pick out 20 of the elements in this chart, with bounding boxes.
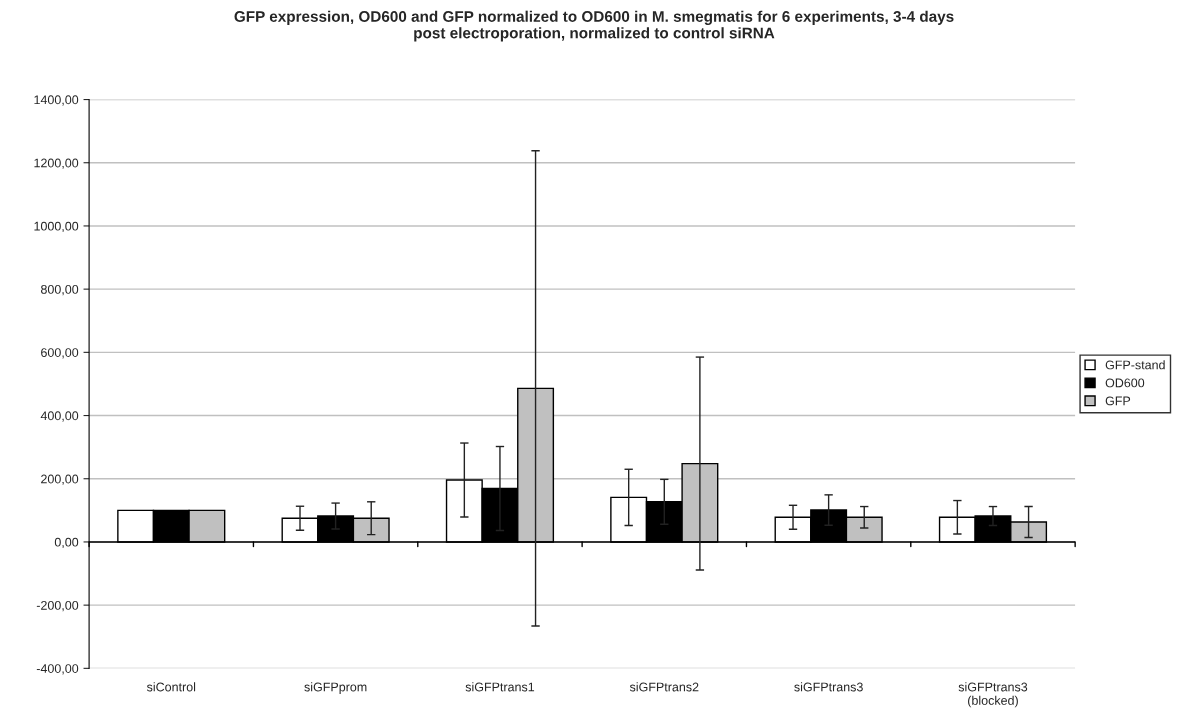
x-tick-label: siGFPtrans3	[794, 682, 863, 692]
legend-label: GFP	[1105, 396, 1131, 406]
x-tick-label: siGFPtrans3 (blocked)	[958, 682, 1028, 708]
chart-title: GFP expression, OD600 and GFP normalized to OD600 in M. smegmatis for 6 experiments, 3-4 days post electroporation, normalized to control siRNA	[234, 10, 954, 42]
y-tick-label: 1000,00	[34, 221, 79, 233]
y-tick-label: 200,00	[41, 474, 79, 485]
y-tick-label: 600,00	[41, 348, 79, 359]
y-tick-label: 1200,00	[34, 158, 79, 169]
y-tick-label: 1400,00	[34, 95, 79, 106]
y-tick-label: 800,00	[41, 284, 79, 296]
x-tick-label: siGFPtrans2	[629, 682, 699, 692]
x-tick-label: siGFPprom	[304, 682, 367, 694]
y-tick-label: -200,00	[36, 600, 79, 612]
x-tick-label: siGFPtrans1	[465, 682, 535, 692]
legend-label: OD600	[1105, 378, 1145, 388]
y-tick-label: 400,00	[40, 411, 79, 422]
legend-label: GFP-stand	[1105, 360, 1165, 370]
x-tick-label: siControl	[146, 682, 196, 692]
y-tick-label: -400,00	[36, 664, 79, 675]
y-tick-label: 0,00	[54, 537, 79, 549]
